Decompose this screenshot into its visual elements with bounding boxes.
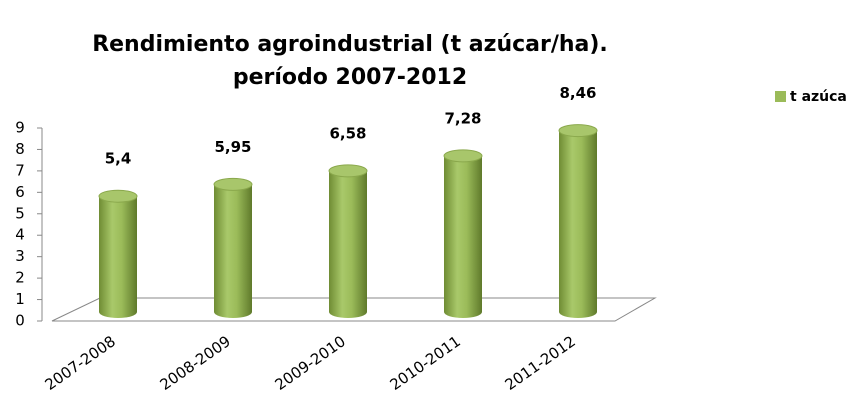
bar-top	[443, 149, 483, 163]
y-tick-label: 6	[15, 183, 25, 201]
bar	[559, 130, 597, 318]
x-tick-label: 2008-2009	[157, 332, 234, 394]
value-label: 6,58	[329, 124, 366, 142]
bar	[99, 196, 137, 318]
value-label: 5,4	[105, 150, 132, 168]
y-tick-label: 3	[15, 247, 25, 265]
bar-top	[98, 189, 138, 203]
floor	[51, 297, 657, 322]
x-tick-label: 2009-2010	[272, 332, 349, 394]
legend-label: t azúcar/ha	[790, 89, 848, 105]
value-label: 5,95	[214, 138, 251, 156]
bar	[444, 155, 482, 318]
y-tick-label: 7	[15, 161, 25, 179]
x-tick-label: 2010-2011	[387, 332, 464, 394]
bar	[329, 170, 367, 318]
chart-title: Rendimiento agroindustrial (t azúcar/ha)…	[92, 32, 608, 57]
legend-swatch	[775, 91, 786, 102]
value-label: 8,46	[559, 84, 596, 102]
bar-top	[213, 177, 253, 191]
value-label: 7,28	[444, 109, 481, 127]
y-tick-label: 2	[15, 269, 25, 287]
y-tick-label: 1	[15, 290, 25, 308]
y-tick-label: 8	[15, 140, 25, 158]
bar	[214, 184, 252, 318]
y-tick-label: 9	[15, 119, 25, 137]
bar-top	[328, 164, 368, 178]
y-tick-label: 5	[15, 204, 25, 222]
x-tick-label: 2007-2008	[42, 332, 119, 394]
bar-top	[558, 124, 598, 138]
x-tick-label: 2011-2012	[502, 332, 579, 394]
y-tick-label: 0	[15, 312, 25, 330]
chart-subtitle: período 2007-2012	[233, 65, 467, 90]
y-tick-label: 4	[15, 226, 25, 244]
